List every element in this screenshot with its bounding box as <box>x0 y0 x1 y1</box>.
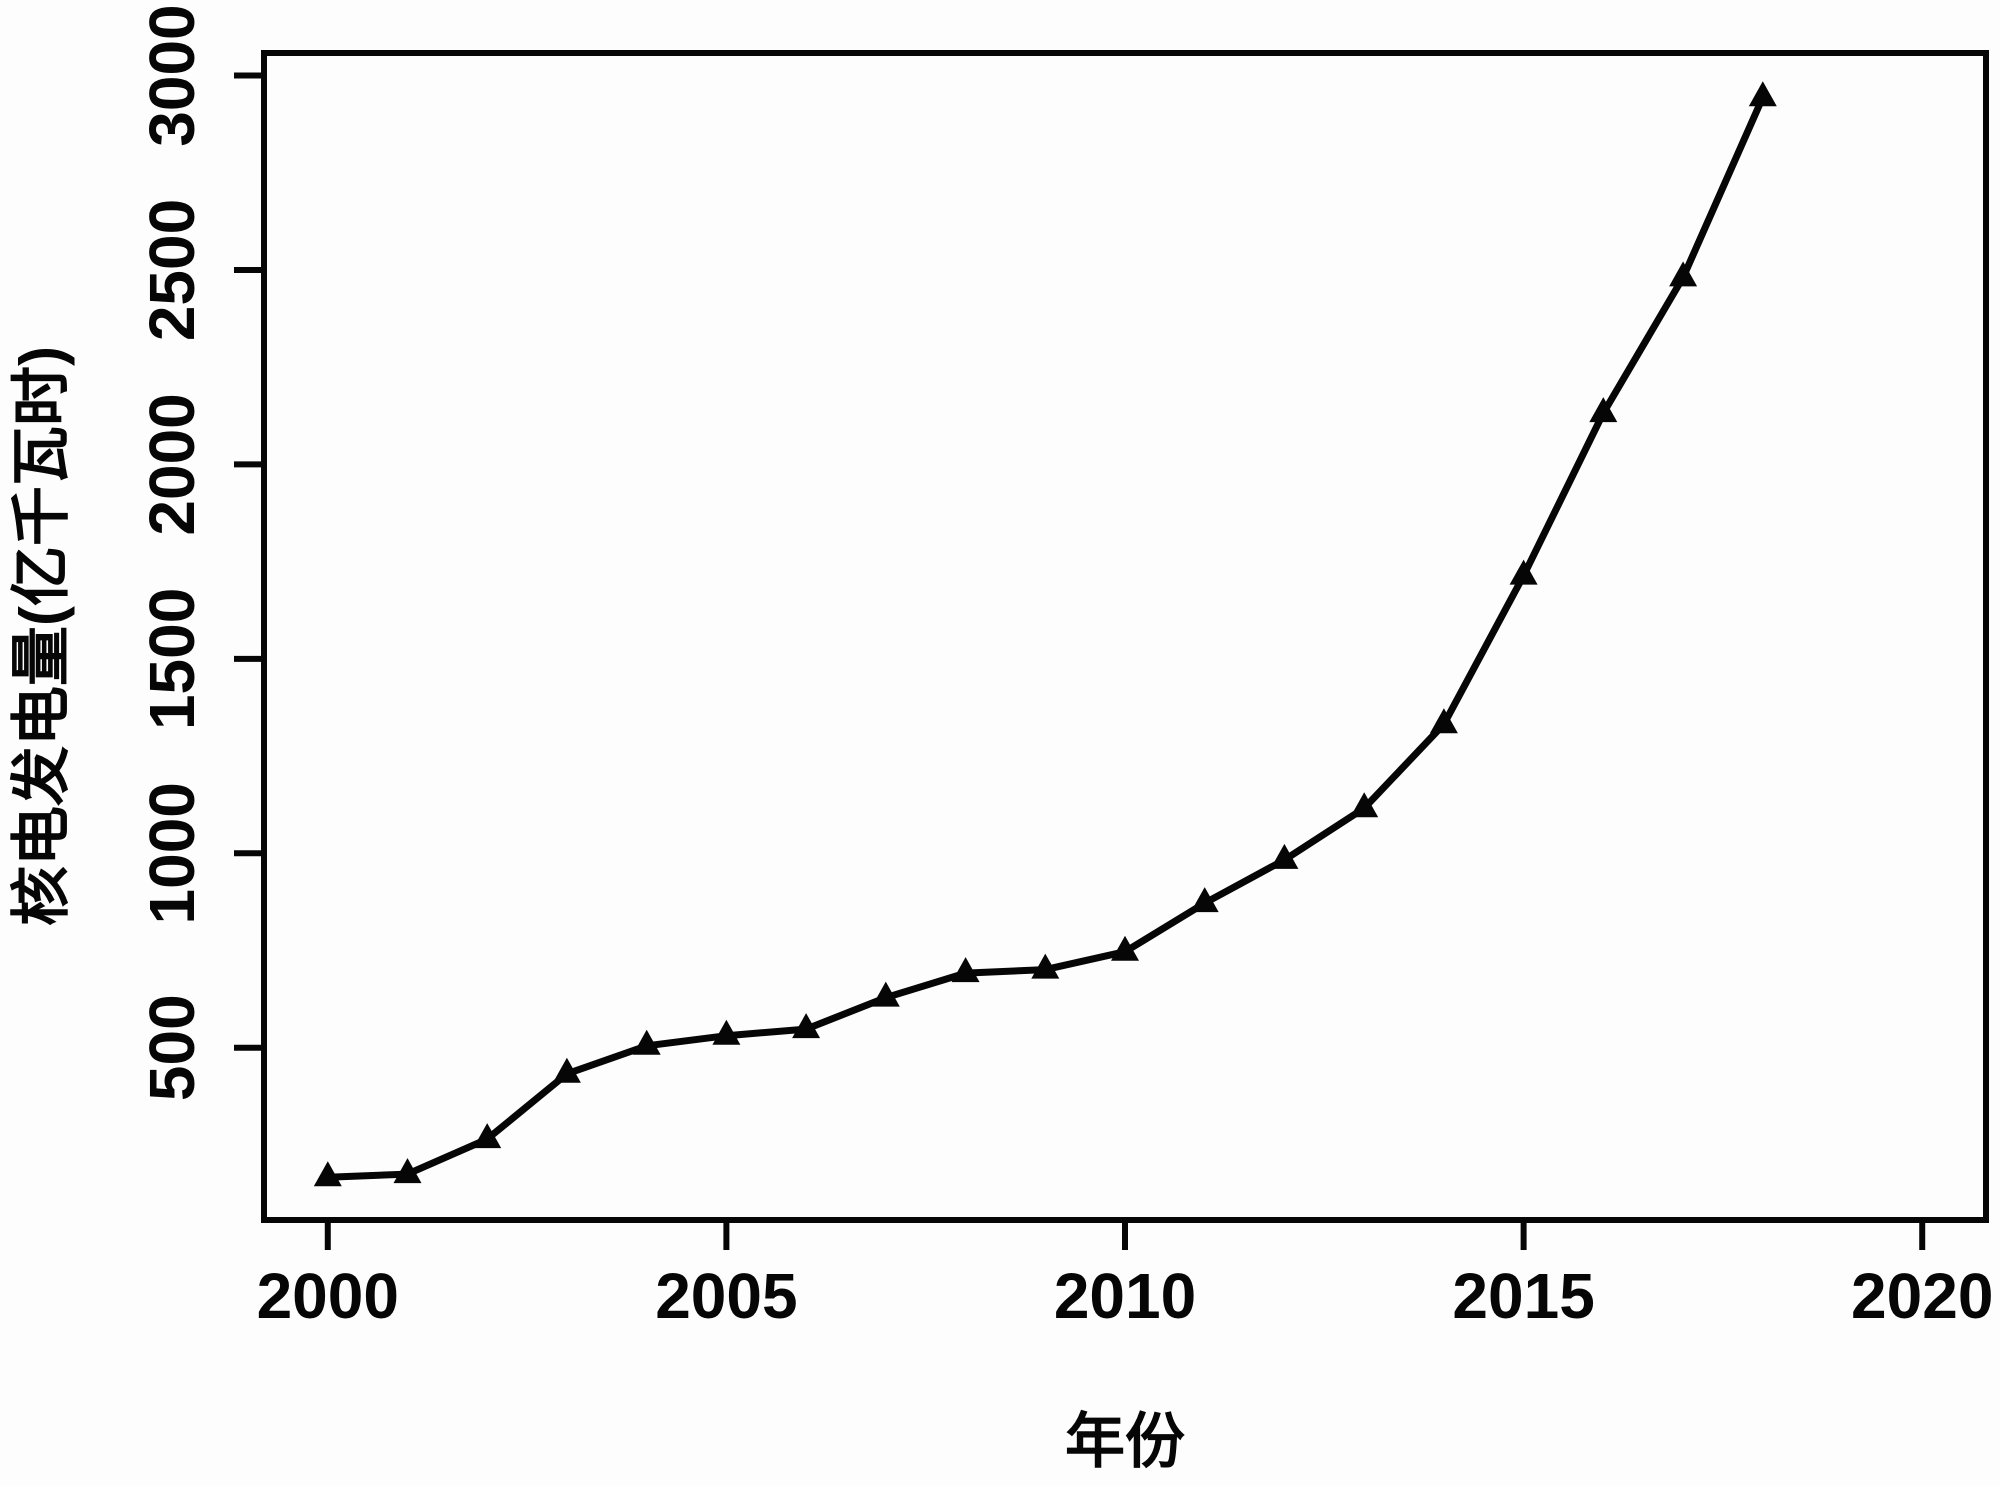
data-point-marker <box>473 1123 502 1149</box>
x-tick-label: 2005 <box>655 1260 797 1332</box>
data-point-marker <box>1669 261 1698 287</box>
axis-ticks-layer: 2000 2005 2010 2015 2020 500 1000 1500 2000 2500 3… <box>136 4 1993 1332</box>
data-point-marker <box>1111 935 1139 961</box>
data-series-layer <box>313 81 1777 1187</box>
y-tick-label: 1500 <box>136 588 208 730</box>
y-tick-label: 1000 <box>136 782 208 924</box>
data-point-marker <box>1589 397 1618 423</box>
data-point-marker <box>1350 792 1379 818</box>
data-point-marker <box>393 1158 422 1184</box>
data-point-marker <box>1190 887 1219 913</box>
data-point-marker <box>951 957 980 983</box>
data-point-marker <box>552 1057 581 1083</box>
data-point-marker <box>1509 559 1538 585</box>
y-tick-label: 3000 <box>136 4 208 146</box>
data-point-marker <box>1429 708 1458 734</box>
x-tick-label: 2000 <box>257 1260 399 1332</box>
data-point-marker <box>871 981 900 1007</box>
data-point-marker <box>1031 953 1060 979</box>
data-point-marker <box>792 1013 821 1039</box>
y-axis-title: 核电发电量(亿千瓦时) <box>8 346 75 926</box>
data-point-marker <box>1748 81 1777 107</box>
plot-border <box>261 50 1989 1223</box>
data-point-marker <box>632 1029 661 1055</box>
series-line <box>324 93 1767 1181</box>
data-point-marker <box>1270 843 1299 869</box>
x-tick-label: 2020 <box>1851 1260 1993 1332</box>
x-tick-label: 2015 <box>1452 1260 1594 1332</box>
y-tick-label: 2500 <box>136 199 208 341</box>
y-tick-label: 500 <box>136 994 208 1101</box>
data-point-marker <box>313 1161 342 1187</box>
data-point-marker <box>712 1019 741 1045</box>
y-tick-label: 2000 <box>136 393 208 535</box>
x-axis-title: 年份 <box>1065 1408 1185 1475</box>
x-tick-label: 2010 <box>1054 1260 1196 1332</box>
